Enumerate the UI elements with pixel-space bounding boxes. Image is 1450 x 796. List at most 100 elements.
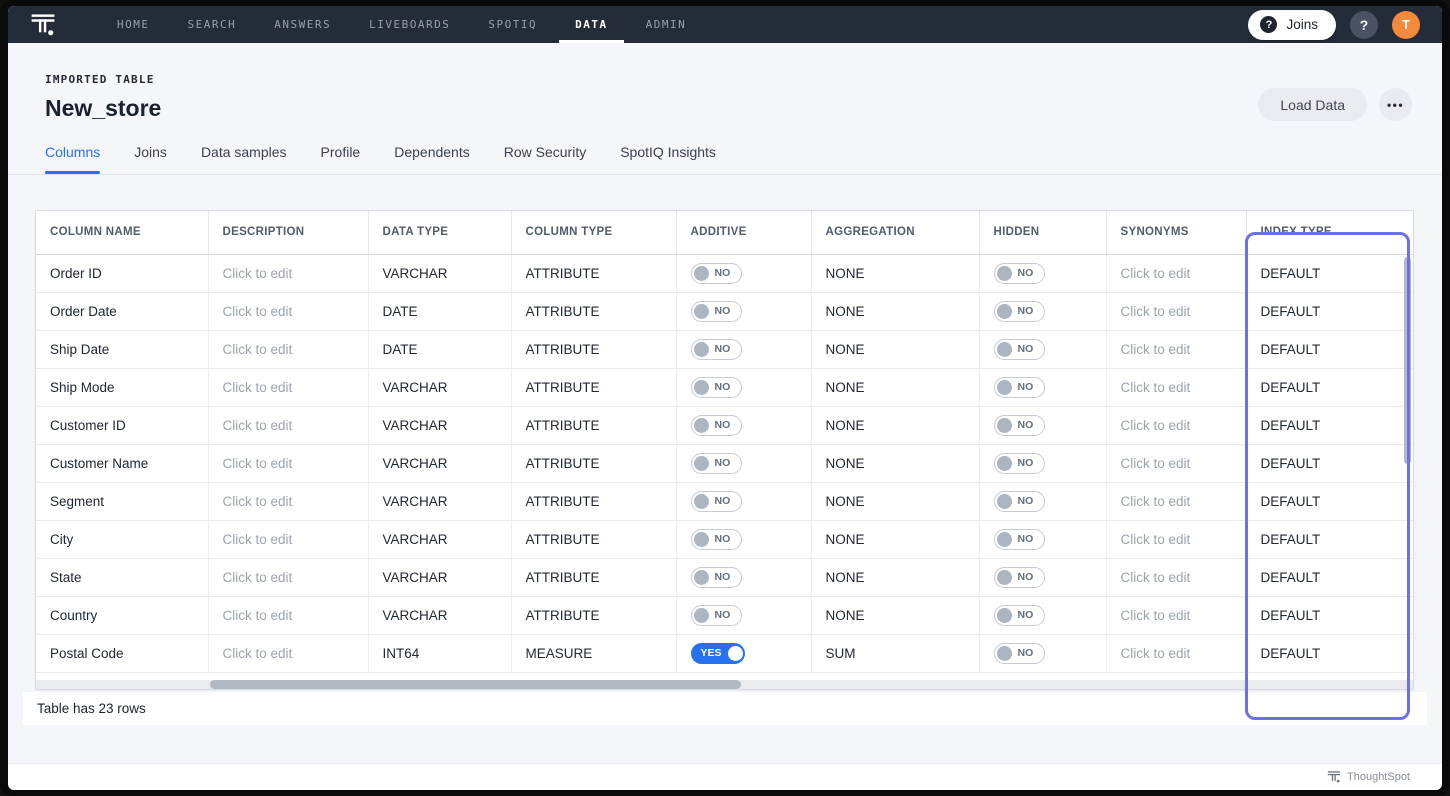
cell-synonyms[interactable]: Click to edit (1106, 633, 1247, 672)
cell-column-type[interactable]: ATTRIBUTE (511, 557, 677, 596)
hidden-toggle[interactable]: NO (993, 414, 1046, 436)
cell-index-type[interactable]: DEFAULT (1246, 254, 1413, 292)
nav-item-liveboards[interactable]: LIVEBOARDS (369, 18, 451, 31)
cell-data-type[interactable]: DATE (368, 291, 512, 330)
cell-aggregation[interactable]: NONE (811, 557, 980, 596)
cell-index-type[interactable]: DEFAULT (1246, 405, 1413, 444)
hidden-toggle[interactable]: NO (993, 490, 1046, 512)
hidden-toggle[interactable]: NO (993, 338, 1046, 360)
cell-synonyms[interactable]: Click to edit (1106, 595, 1247, 634)
cell-column-name[interactable]: Order Date (36, 291, 209, 330)
nav-item-answers[interactable]: ANSWERS (274, 18, 332, 31)
cell-data-type[interactable]: INT64 (368, 633, 512, 672)
tab-data-samples[interactable]: Data samples (200, 144, 287, 160)
cell-column-name[interactable]: Ship Mode (36, 367, 209, 406)
cell-description[interactable]: Click to edit (208, 367, 369, 406)
avatar[interactable]: T (1392, 10, 1420, 39)
hidden-toggle[interactable]: NO (993, 262, 1046, 284)
cell-description[interactable]: Click to edit (208, 557, 369, 596)
help-button[interactable]: ? (1350, 10, 1378, 39)
cell-aggregation[interactable]: NONE (811, 519, 980, 558)
cell-column-type[interactable]: ATTRIBUTE (511, 291, 677, 330)
tab-spotiq-insights[interactable]: SpotIQ Insights (620, 144, 716, 160)
hidden-toggle[interactable]: NO (993, 642, 1046, 664)
hidden-toggle[interactable]: NO (993, 300, 1046, 322)
more-options-button[interactable]: ••• (1379, 88, 1412, 121)
cell-index-type[interactable]: DEFAULT (1246, 633, 1413, 672)
cell-aggregation[interactable]: NONE (811, 595, 980, 634)
cell-column-name[interactable]: Country (36, 595, 209, 634)
cell-column-type[interactable]: ATTRIBUTE (511, 443, 677, 482)
cell-index-type[interactable]: DEFAULT (1246, 481, 1413, 520)
hidden-toggle[interactable]: NO (993, 604, 1046, 626)
cell-synonyms[interactable]: Click to edit (1106, 481, 1247, 520)
cell-index-type[interactable]: DEFAULT (1246, 557, 1413, 596)
additive-toggle[interactable]: NO (690, 376, 743, 398)
cell-aggregation[interactable]: SUM (811, 633, 980, 672)
cell-index-type[interactable]: DEFAULT (1246, 291, 1413, 330)
cell-synonyms[interactable]: Click to edit (1106, 291, 1247, 330)
additive-toggle[interactable]: NO (690, 338, 743, 360)
cell-index-type[interactable]: DEFAULT (1246, 367, 1413, 406)
additive-toggle[interactable]: NO (690, 414, 743, 436)
cell-data-type[interactable]: VARCHAR (368, 254, 512, 292)
cell-synonyms[interactable]: Click to edit (1106, 329, 1247, 368)
cell-aggregation[interactable]: NONE (811, 254, 980, 292)
hidden-toggle[interactable]: NO (993, 528, 1046, 550)
cell-column-type[interactable]: ATTRIBUTE (511, 595, 677, 634)
nav-item-search[interactable]: SEARCH (187, 18, 237, 31)
cell-column-type[interactable]: ATTRIBUTE (511, 405, 677, 444)
cell-description[interactable]: Click to edit (208, 405, 369, 444)
cell-column-type[interactable]: ATTRIBUTE (511, 254, 677, 292)
cell-index-type[interactable]: DEFAULT (1246, 443, 1413, 482)
cell-data-type[interactable]: DATE (368, 329, 512, 368)
tab-dependents[interactable]: Dependents (394, 144, 470, 160)
cell-data-type[interactable]: VARCHAR (368, 443, 512, 482)
cell-data-type[interactable]: VARCHAR (368, 405, 512, 444)
hidden-toggle[interactable]: NO (993, 566, 1046, 588)
cell-synonyms[interactable]: Click to edit (1106, 519, 1247, 558)
horizontal-scrollbar-thumb[interactable] (210, 680, 741, 689)
load-data-button[interactable]: Load Data (1258, 88, 1367, 121)
cell-column-type[interactable]: MEASURE (511, 633, 677, 672)
cell-column-type[interactable]: ATTRIBUTE (511, 367, 677, 406)
tab-row-security[interactable]: Row Security (503, 144, 587, 160)
cell-aggregation[interactable]: NONE (811, 443, 980, 482)
cell-data-type[interactable]: VARCHAR (368, 481, 512, 520)
horizontal-scrollbar[interactable] (36, 680, 1413, 689)
cell-column-name[interactable]: Customer ID (36, 405, 209, 444)
nav-item-data[interactable]: DATA (556, 6, 627, 43)
cell-column-name[interactable]: Customer Name (36, 443, 209, 482)
cell-index-type[interactable]: DEFAULT (1246, 329, 1413, 368)
additive-toggle[interactable]: NO (690, 566, 743, 588)
cell-column-type[interactable]: ATTRIBUTE (511, 329, 677, 368)
tab-profile[interactable]: Profile (320, 144, 361, 160)
cell-index-type[interactable]: DEFAULT (1246, 595, 1413, 634)
cell-column-name[interactable]: Postal Code (36, 633, 209, 672)
cell-description[interactable]: Click to edit (208, 481, 369, 520)
cell-description[interactable]: Click to edit (208, 633, 369, 672)
cell-description[interactable]: Click to edit (208, 519, 369, 558)
additive-toggle[interactable]: NO (690, 452, 743, 474)
additive-toggle[interactable]: NO (690, 490, 743, 512)
cell-synonyms[interactable]: Click to edit (1106, 367, 1247, 406)
tab-joins[interactable]: Joins (134, 144, 167, 160)
cell-description[interactable]: Click to edit (208, 254, 369, 292)
cell-column-name[interactable]: Order ID (36, 254, 209, 292)
nav-item-admin[interactable]: ADMIN (645, 18, 687, 31)
nav-item-spotiq[interactable]: SPOTIQ (488, 18, 538, 31)
cell-aggregation[interactable]: NONE (811, 329, 980, 368)
cell-column-name[interactable]: State (36, 557, 209, 596)
cell-data-type[interactable]: VARCHAR (368, 595, 512, 634)
hidden-toggle[interactable]: NO (993, 376, 1046, 398)
cell-description[interactable]: Click to edit (208, 595, 369, 634)
cell-aggregation[interactable]: NONE (811, 291, 980, 330)
cell-data-type[interactable]: VARCHAR (368, 557, 512, 596)
cell-column-name[interactable]: Segment (36, 481, 209, 520)
vertical-scrollbar-thumb[interactable] (1404, 257, 1411, 464)
cell-synonyms[interactable]: Click to edit (1106, 443, 1247, 482)
cell-description[interactable]: Click to edit (208, 291, 369, 330)
cell-aggregation[interactable]: NONE (811, 367, 980, 406)
cell-column-name[interactable]: Ship Date (36, 329, 209, 368)
cell-description[interactable]: Click to edit (208, 329, 369, 368)
